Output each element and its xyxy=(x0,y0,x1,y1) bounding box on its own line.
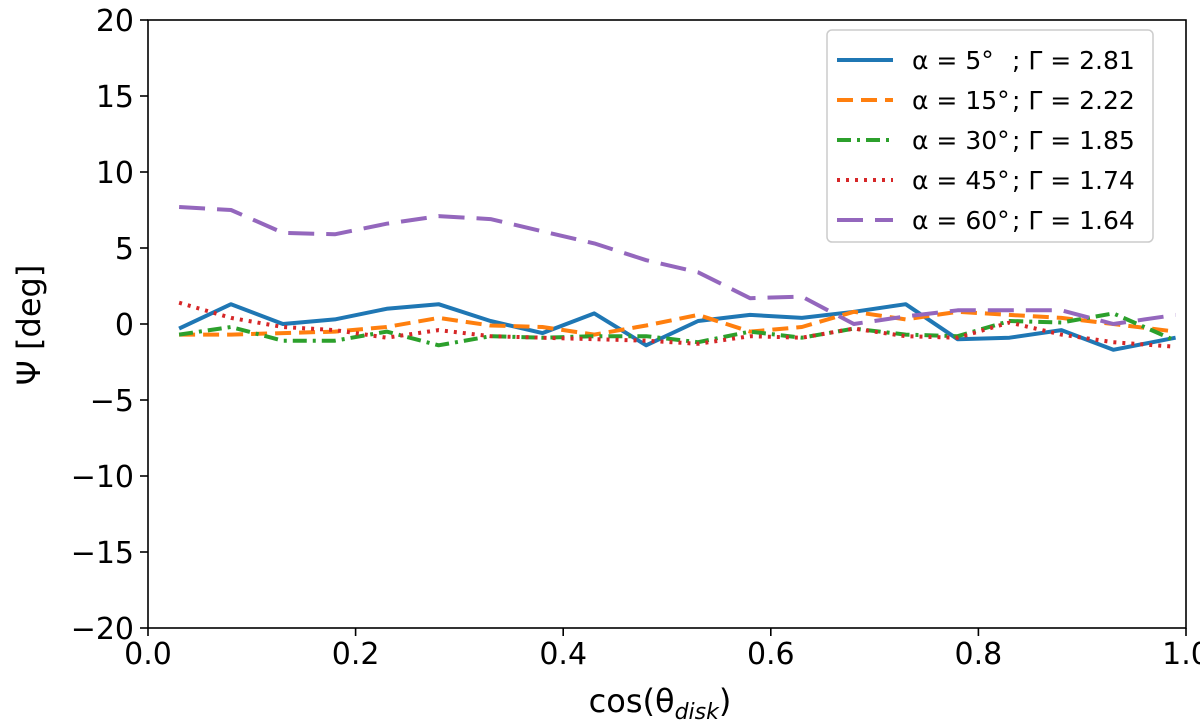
legend-gamma: ; Γ = 1.74 xyxy=(1012,166,1135,195)
x-tick-label: 0.0 xyxy=(124,637,172,672)
x-axis-label-close: ) xyxy=(719,682,731,720)
legend-label-3: α = 30°; Γ = 1.85 xyxy=(912,126,1135,155)
legend-gamma: ; Γ = 2.81 xyxy=(1012,46,1135,75)
legend-alpha: α = 30° xyxy=(912,126,1010,155)
series-line-5 xyxy=(178,205,1176,326)
y-axis-label: Ψ [deg] xyxy=(10,265,48,386)
x-axis-ticks: 0.0 0.2 0.4 0.6 0.8 1.0 xyxy=(124,628,1200,672)
legend-label-2: α = 15°; Γ = 2.22 xyxy=(912,86,1135,115)
y-axis-ticks: −20 −15 −10 −5 0 5 10 15 20 xyxy=(71,4,148,647)
legend-gamma: ; Γ = 2.22 xyxy=(1012,86,1135,115)
legend-label-1: α = 5° ; Γ = 2.81 xyxy=(912,46,1135,75)
legend-items: α = 5°; Γ = 2.81α = 15°; Γ = 2.22α = 30°… xyxy=(837,46,1135,235)
x-tick-label: 0.6 xyxy=(747,637,795,672)
x-tick-label: 0.2 xyxy=(332,637,380,672)
legend-alpha: α = 15° xyxy=(912,86,1010,115)
series-layer xyxy=(178,205,1177,352)
y-tick-label: 15 xyxy=(96,80,134,115)
legend-box xyxy=(826,29,1154,243)
y-tick-label: 0 xyxy=(115,308,134,343)
x-axis-label-main: cos(θ xyxy=(589,682,675,720)
y-tick-label: 20 xyxy=(96,4,134,39)
legend-label-4: α = 45°; Γ = 1.74 xyxy=(912,166,1135,195)
series-line-2 xyxy=(179,309,1176,337)
y-tick-label: −15 xyxy=(71,536,134,571)
y-tick-label: −10 xyxy=(71,460,134,495)
legend-alpha: α = 5° xyxy=(912,46,994,75)
y-tick-label: 10 xyxy=(96,156,134,191)
x-axis-label-sub: disk xyxy=(675,700,721,723)
x-tick-label: 1.0 xyxy=(1162,637,1200,672)
y-tick-label: −5 xyxy=(90,384,134,419)
x-tick-label: 0.4 xyxy=(539,637,587,672)
legend-label-5: α = 60°; Γ = 1.64 xyxy=(912,206,1135,235)
series-line-1 xyxy=(178,302,1176,352)
legend-alpha: α = 60° xyxy=(912,206,1010,235)
legend-alpha: α = 45° xyxy=(912,166,1010,195)
series-line-4 xyxy=(178,300,1176,349)
x-tick-label: 0.8 xyxy=(955,637,1003,672)
legend: α = 5°; Γ = 2.81α = 15°; Γ = 2.22α = 30°… xyxy=(826,29,1154,243)
x-axis-label: cos(θdisk) xyxy=(589,682,732,723)
legend-gamma: ; Γ = 1.85 xyxy=(1012,126,1135,155)
legend-gamma: ; Γ = 1.64 xyxy=(1012,206,1135,235)
y-tick-label: −20 xyxy=(71,612,134,647)
y-tick-label: 5 xyxy=(115,232,134,267)
